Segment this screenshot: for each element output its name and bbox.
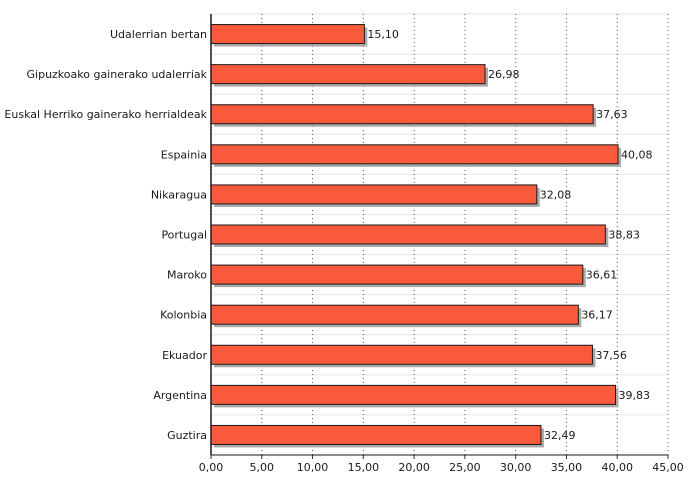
x-tick-label: 35,00: [551, 461, 583, 474]
x-tick-label: 10,00: [297, 461, 329, 474]
category-label: Ekuador: [162, 349, 207, 362]
value-label: 37,63: [596, 108, 628, 121]
value-label: 38,83: [608, 229, 640, 242]
category-label: Euskal Herriko gainerako herrialdeak: [4, 108, 207, 121]
value-label: 32,08: [540, 188, 572, 201]
category-label: Gipuzkoako gainerako udalerriak: [27, 68, 208, 81]
x-tick-label: 30,00: [500, 461, 532, 474]
x-tick-label: 45,00: [652, 461, 684, 474]
x-tick-label: 40,00: [601, 461, 633, 474]
value-labels: 15,10 26,98 37,63 40,08 32,08 38,83 36,61 36,17…: [367, 28, 652, 442]
bar: [210, 104, 594, 125]
x-tick-label: 25,00: [449, 461, 481, 474]
bar: [210, 344, 593, 365]
category-label: Argentina: [153, 389, 207, 402]
bar: [210, 384, 616, 405]
x-tick-label: 0,00: [199, 461, 224, 474]
value-label: 36,61: [586, 269, 618, 282]
bar: [210, 144, 619, 165]
bar: [210, 424, 542, 445]
value-label: 36,17: [581, 309, 613, 322]
bar: [210, 304, 579, 325]
bar: [210, 224, 606, 245]
bar: [210, 64, 486, 85]
category-label: Guztira: [167, 429, 207, 442]
value-label: 32,49: [544, 429, 576, 442]
bar: [210, 24, 365, 45]
bar: [210, 264, 584, 285]
value-label: 39,83: [618, 389, 650, 402]
value-label: 40,08: [621, 148, 653, 161]
category-label: Nikaragua: [151, 188, 207, 201]
category-label: Espainia: [161, 148, 207, 161]
x-tick-label: 15,00: [348, 461, 380, 474]
value-label: 15,10: [367, 28, 399, 41]
value-label: 37,56: [595, 349, 627, 362]
value-label: 26,98: [488, 68, 520, 81]
bars: [210, 24, 622, 448]
axes: 0,00 5,00 10,00 15,00 20,00 25,00 30,00 35,00 40…: [199, 14, 684, 474]
category-label: Portugal: [161, 229, 207, 242]
category-label: Udalerrian bertan: [110, 28, 207, 41]
category-label: Maroko: [167, 269, 207, 282]
x-tick-label: 5,00: [250, 461, 275, 474]
category-label: Kolonbia: [160, 309, 207, 322]
bar: [210, 184, 538, 205]
category-labels: Udalerrian bertan Gipuzkoako gainerako ud…: [4, 28, 207, 442]
x-tick-label: 20,00: [398, 461, 430, 474]
